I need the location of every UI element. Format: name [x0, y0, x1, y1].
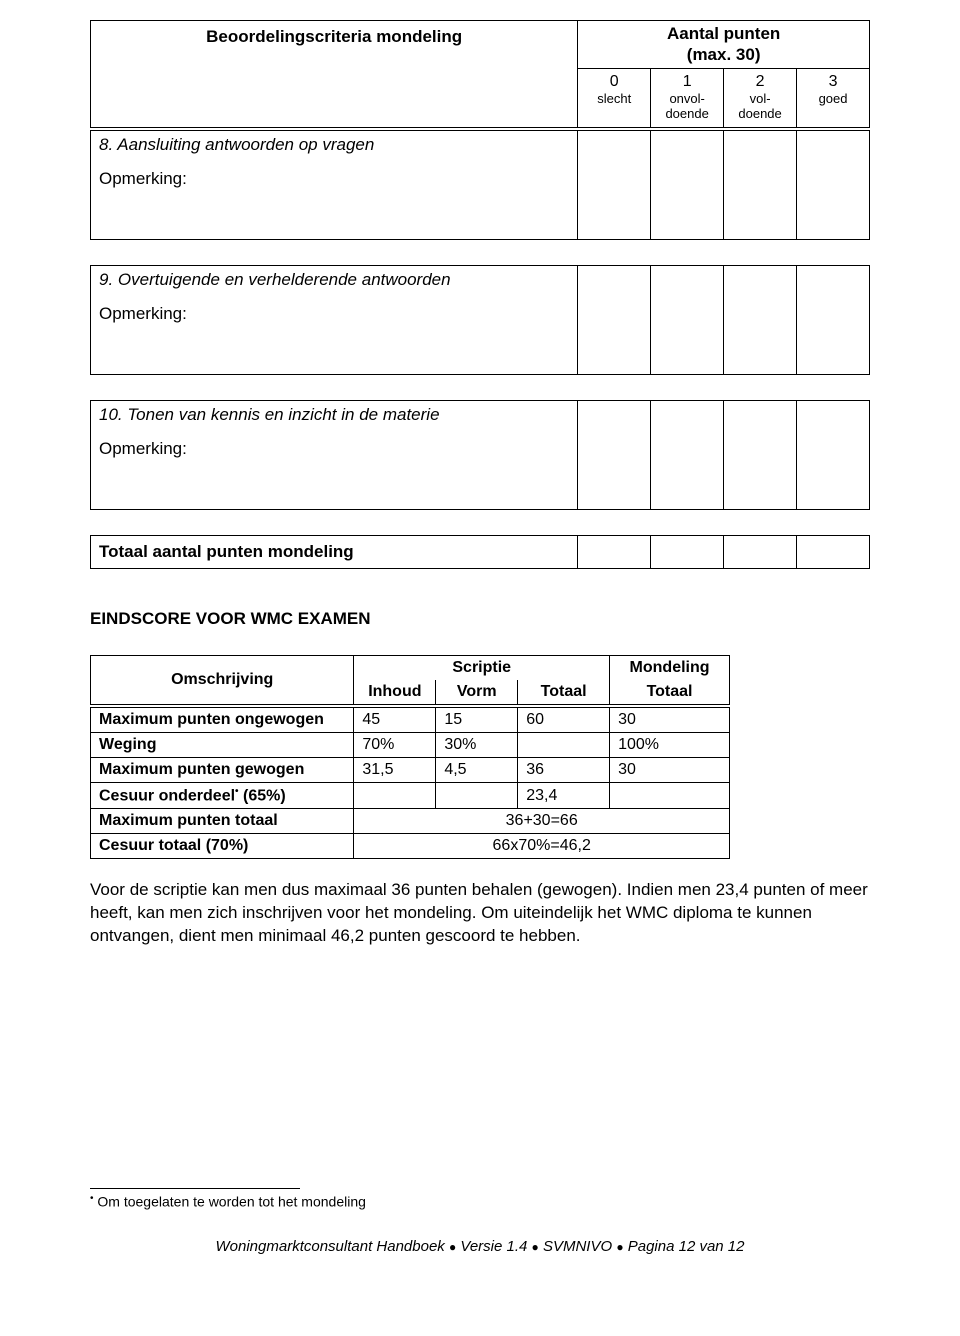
cell: 30% [436, 732, 518, 757]
cell: 30 [610, 757, 730, 782]
remark-8: Opmerking: [91, 157, 578, 240]
eindscore-title: EINDSCORE VOOR WMC EXAMEN [90, 609, 870, 629]
footer-page: Pagina 12 van 12 [624, 1238, 745, 1255]
row-max-ongewogen: Maximum punten ongewogen 45 15 60 30 [91, 706, 730, 733]
score-cell-10-3 [797, 400, 870, 509]
cell: 30 [610, 706, 730, 733]
cell-label: Weging [91, 732, 354, 757]
rubric-header-right-l2: (max. 30) [687, 45, 761, 64]
score-cell-8-3 [797, 129, 870, 240]
row-weging: Weging 70% 30% 100% [91, 732, 730, 757]
rubric-header-right-l1: Aantal punten [667, 24, 780, 43]
score-label-1: onvol- doende [665, 91, 708, 122]
rubric-total-2 [724, 535, 797, 568]
rubric-total-label: Totaal aantal punten mondeling [91, 535, 578, 568]
cell [354, 782, 436, 808]
remark-10: Opmerking: [91, 427, 578, 510]
cell: 36 [518, 757, 610, 782]
score-col-1: 1 onvol- doende [651, 68, 724, 129]
score-cell-9-2 [724, 265, 797, 374]
score-num-0: 0 [610, 73, 619, 90]
score-cell-9-1 [651, 265, 724, 374]
rubric-total-3 [797, 535, 870, 568]
th-scriptie: Scriptie [354, 655, 610, 680]
cell-label: Maximum punten ongewogen [91, 706, 354, 733]
rubric-header-left: Beoordelingscriteria mondeling [91, 21, 578, 129]
score-cell-9-0 [578, 265, 651, 374]
score-col-3: 3 goed [797, 68, 870, 129]
cesuur-onderdeel-pct: (65%) [239, 787, 286, 804]
score-num-1: 1 [683, 73, 692, 90]
remark-9: Opmerking: [91, 292, 578, 375]
cell-label: Maximum punten gewogen [91, 757, 354, 782]
cell-label: Cesuur totaal (70%) [91, 834, 354, 859]
footnote-text: Om toegelaten te worden tot het mondelin… [94, 1194, 366, 1210]
score-label-3: goed [819, 91, 848, 106]
cell: 45 [354, 706, 436, 733]
score-label-0: slecht [597, 91, 631, 106]
score-cell-10-2 [724, 400, 797, 509]
bullet-icon: ● [532, 1240, 539, 1254]
body-paragraph: Voor de scriptie kan men dus maximaal 36… [90, 879, 870, 948]
score-col-2: 2 vol- doende [724, 68, 797, 129]
score-cell-8-2 [724, 129, 797, 240]
cell: 36+30=66 [354, 809, 730, 834]
th-totaal-s: Totaal [518, 680, 610, 706]
th-vorm: Vorm [436, 680, 518, 706]
cell: 66x70%=46,2 [354, 834, 730, 859]
cell: 23,4 [518, 782, 610, 808]
th-inhoud: Inhoud [354, 680, 436, 706]
cell [518, 732, 610, 757]
score-cell-8-1 [651, 129, 724, 240]
cell: 100% [610, 732, 730, 757]
footnote: • Om toegelaten te worden tot het mondel… [90, 1193, 870, 1210]
cell: 15 [436, 706, 518, 733]
cell: 70% [354, 732, 436, 757]
row-cesuur-onderdeel: Cesuur onderdeel• (65%) 23,4 [91, 782, 730, 808]
eindscore-table: Omschrijving Scriptie Mondeling Inhoud V… [90, 655, 730, 859]
criterion-9: 9. Overtuigende en verhelderende antwoor… [91, 265, 578, 292]
score-cell-10-0 [578, 400, 651, 509]
page-footer: Woningmarktconsultant Handboek ● Versie … [90, 1238, 870, 1255]
rubric-table: Beoordelingscriteria mondeling Aantal pu… [90, 20, 870, 569]
cell: 31,5 [354, 757, 436, 782]
score-cell-10-1 [651, 400, 724, 509]
score-num-2: 2 [756, 73, 765, 90]
footer-mid: Versie 1.4 [456, 1238, 531, 1255]
rubric-header-right: Aantal punten (max. 30) [578, 21, 870, 69]
criterion-10: 10. Tonen van kennis en inzicht in de ma… [91, 400, 578, 427]
row-max-gewogen: Maximum punten gewogen 31,5 4,5 36 30 [91, 757, 730, 782]
rubric-total-1 [651, 535, 724, 568]
footer-left: Woningmarktconsultant Handboek [216, 1238, 449, 1255]
criterion-8: 8. Aansluiting antwoorden op vragen [91, 129, 578, 157]
cell-label: Maximum punten totaal [91, 809, 354, 834]
score-label-2: vol- doende [738, 91, 781, 122]
score-cell-9-3 [797, 265, 870, 374]
cesuur-onderdeel-label: Cesuur onderdeel [99, 787, 235, 804]
bullet-icon: ● [616, 1240, 623, 1254]
row-cesuur-totaal: Cesuur totaal (70%) 66x70%=46,2 [91, 834, 730, 859]
score-num-3: 3 [829, 73, 838, 90]
th-omschrijving: Omschrijving [91, 655, 354, 706]
rubric-total-0 [578, 535, 651, 568]
score-cell-8-0 [578, 129, 651, 240]
th-totaal-m: Totaal [610, 680, 730, 706]
score-col-0: 0 slecht [578, 68, 651, 129]
cell [610, 782, 730, 808]
row-max-totaal: Maximum punten totaal 36+30=66 [91, 809, 730, 834]
cell-label: Cesuur onderdeel• (65%) [91, 782, 354, 808]
cell: 4,5 [436, 757, 518, 782]
cell [436, 782, 518, 808]
th-mondeling: Mondeling [610, 655, 730, 680]
cell: 60 [518, 706, 610, 733]
footer-right: SVMNIVO [539, 1238, 617, 1255]
footnote-rule [90, 1188, 300, 1189]
